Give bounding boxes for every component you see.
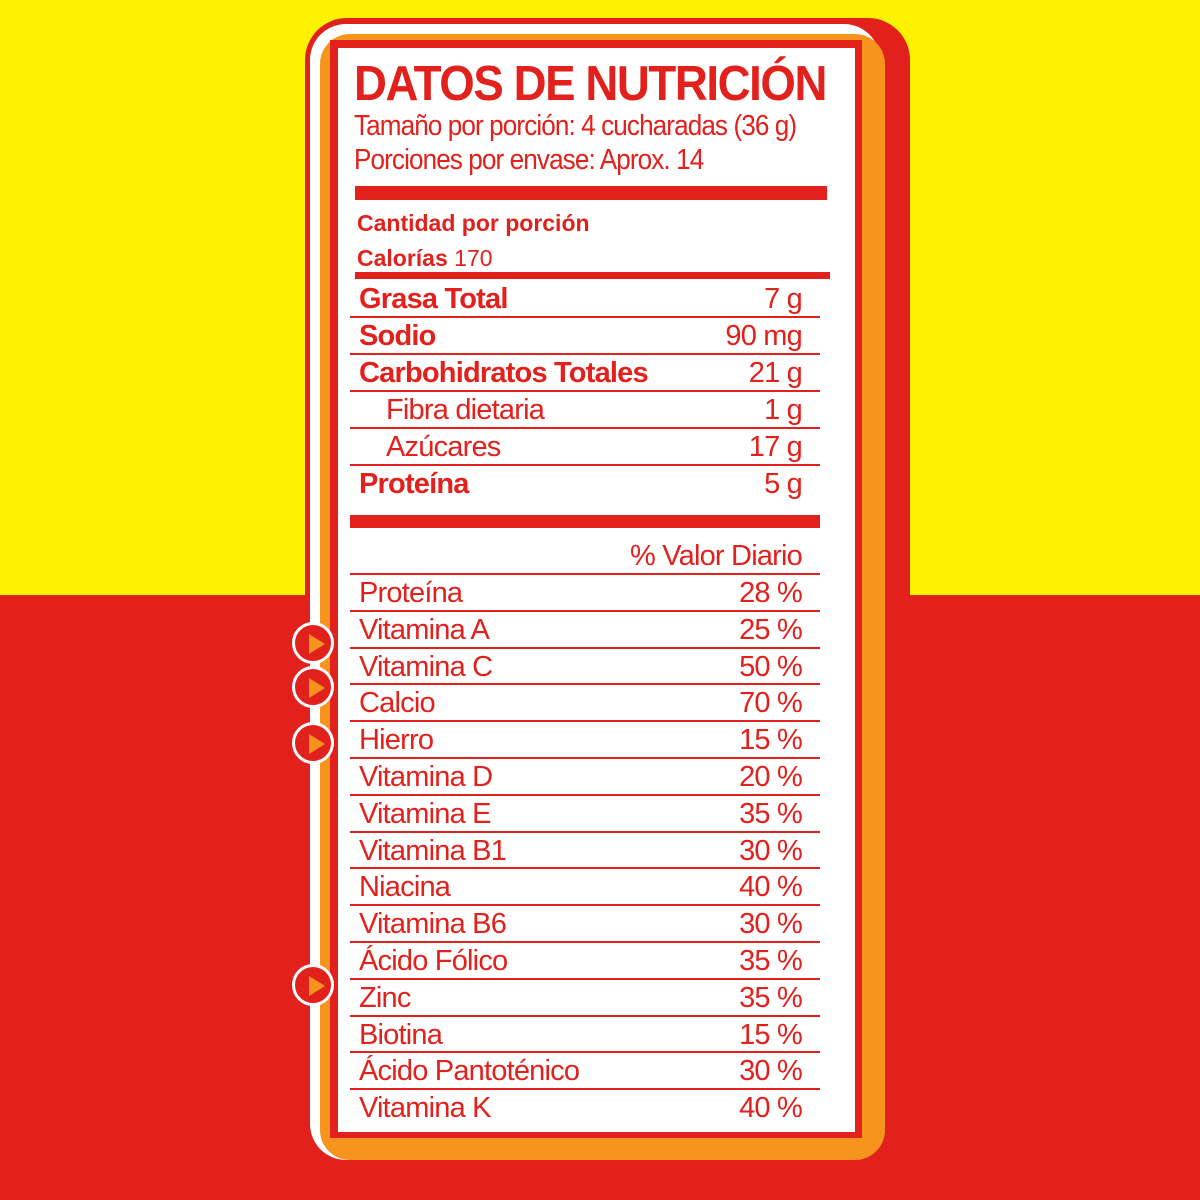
dv-header-row: % Valor Diario [350, 538, 820, 575]
row-value: 40 % [739, 871, 803, 904]
row-label: Ácido Pantoténico [359, 1055, 580, 1088]
row-label: Vitamina E [359, 797, 492, 830]
row-label: Niacina [359, 871, 451, 904]
daily-value-row: Vitamina B6 30 % [350, 906, 820, 943]
serving-size: Tamaño por porción: 4 cucharadas (36 g) [354, 110, 797, 142]
row-value: 30 % [739, 908, 803, 941]
play-arrow-icon [292, 964, 334, 1006]
nutrient-row: Grasa Total 7 g [350, 281, 820, 318]
calories-label: Calorías [357, 245, 448, 271]
row-label: Carbohidratos Totales [359, 357, 649, 389]
row-value: 17 g [748, 431, 803, 463]
row-label: Hierro [359, 724, 434, 757]
play-arrow-icon [292, 666, 334, 708]
nutrient-row: Sodio 90 mg [350, 318, 820, 355]
row-value: 35 % [739, 945, 803, 977]
nutrition-panel [338, 48, 855, 1132]
row-label: Vitamina D [359, 761, 493, 793]
row-label: Biotina [359, 1018, 443, 1051]
calories: Calorías 170 [357, 245, 493, 272]
play-arrow-icon [292, 622, 334, 664]
row-value: 20 % [739, 761, 803, 793]
row-value: 70 % [739, 687, 803, 720]
thick-divider [350, 515, 820, 528]
row-label: Proteína [359, 577, 463, 609]
amount-per-serving: Cantidad por porción [357, 210, 590, 236]
row-label: Vitamina B1 [359, 834, 507, 867]
daily-value-row: Vitamina B1 30 % [350, 833, 820, 870]
row-label: Zinc [359, 981, 411, 1014]
daily-value-row: Vitamina D 20 % [350, 759, 820, 796]
daily-value-row: Ácido Fólico 35 % [350, 943, 820, 980]
row-value: 50 % [739, 650, 803, 683]
servings-per-container: Porciones por envase: Aprox. 14 [354, 144, 704, 176]
calories-value: 170 [454, 245, 493, 271]
row-label: Grasa Total [359, 283, 508, 315]
row-value: 35 % [739, 981, 803, 1014]
row-value: 90 mg [725, 320, 802, 352]
daily-value-row: Vitamina A 25 % [350, 612, 820, 649]
nutrient-row: Carbohidratos Totales 21 g [350, 355, 820, 392]
label-title: DATOS DE NUTRICIÓN [354, 57, 827, 111]
row-label: Sodio [359, 320, 436, 352]
daily-value-row: Vitamina K 40 % [350, 1090, 820, 1127]
daily-value-row: Ácido Pantoténico 30 % [350, 1053, 820, 1091]
daily-value-row: Niacina 40 % [350, 869, 820, 907]
row-label: Vitamina B6 [359, 908, 507, 941]
daily-value-row: Biotina 15 % [350, 1017, 820, 1054]
daily-value-row: Calcio 70 % [350, 685, 820, 723]
row-value: 25 % [739, 613, 803, 646]
row-value: 15 % [739, 724, 803, 757]
row-label: Ácido Fólico [359, 945, 508, 977]
row-value: 30 % [739, 1055, 803, 1088]
row-value: 35 % [739, 797, 803, 830]
row-label: Vitamina A [359, 613, 490, 646]
row-label: Vitamina C [359, 650, 493, 683]
nutrient-row: Fibra dietaria 1 g [350, 392, 820, 429]
row-value: 40 % [739, 1092, 803, 1125]
row-value: 28 % [739, 577, 803, 609]
daily-value-row: Proteína 28 % [350, 575, 820, 612]
row-label: Proteína [359, 468, 469, 500]
row-label: Vitamina K [359, 1092, 492, 1125]
divider [355, 272, 830, 279]
row-label: Calcio [359, 687, 436, 720]
daily-value-row: Zinc 35 % [350, 980, 820, 1017]
row-value: 5 g [764, 468, 803, 500]
play-arrow-icon [292, 722, 334, 764]
row-value: 30 % [739, 834, 803, 867]
dv-header: % Valor Diario [630, 540, 803, 572]
nutrient-row: Azúcares 17 g [350, 429, 820, 466]
row-value: 15 % [739, 1018, 803, 1051]
row-value: 21 g [748, 357, 803, 389]
row-value: 7 g [764, 283, 803, 315]
row-value: 1 g [764, 394, 803, 426]
daily-value-row: Hierro 15 % [350, 722, 820, 759]
row-label: Fibra dietaria [386, 394, 545, 426]
row-label: Azúcares [386, 431, 501, 463]
daily-value-row: Vitamina E 35 % [350, 796, 820, 833]
daily-value-row: Vitamina C 50 % [350, 649, 820, 686]
nutrient-row: Proteína 5 g [350, 466, 820, 503]
thick-divider [355, 186, 827, 200]
